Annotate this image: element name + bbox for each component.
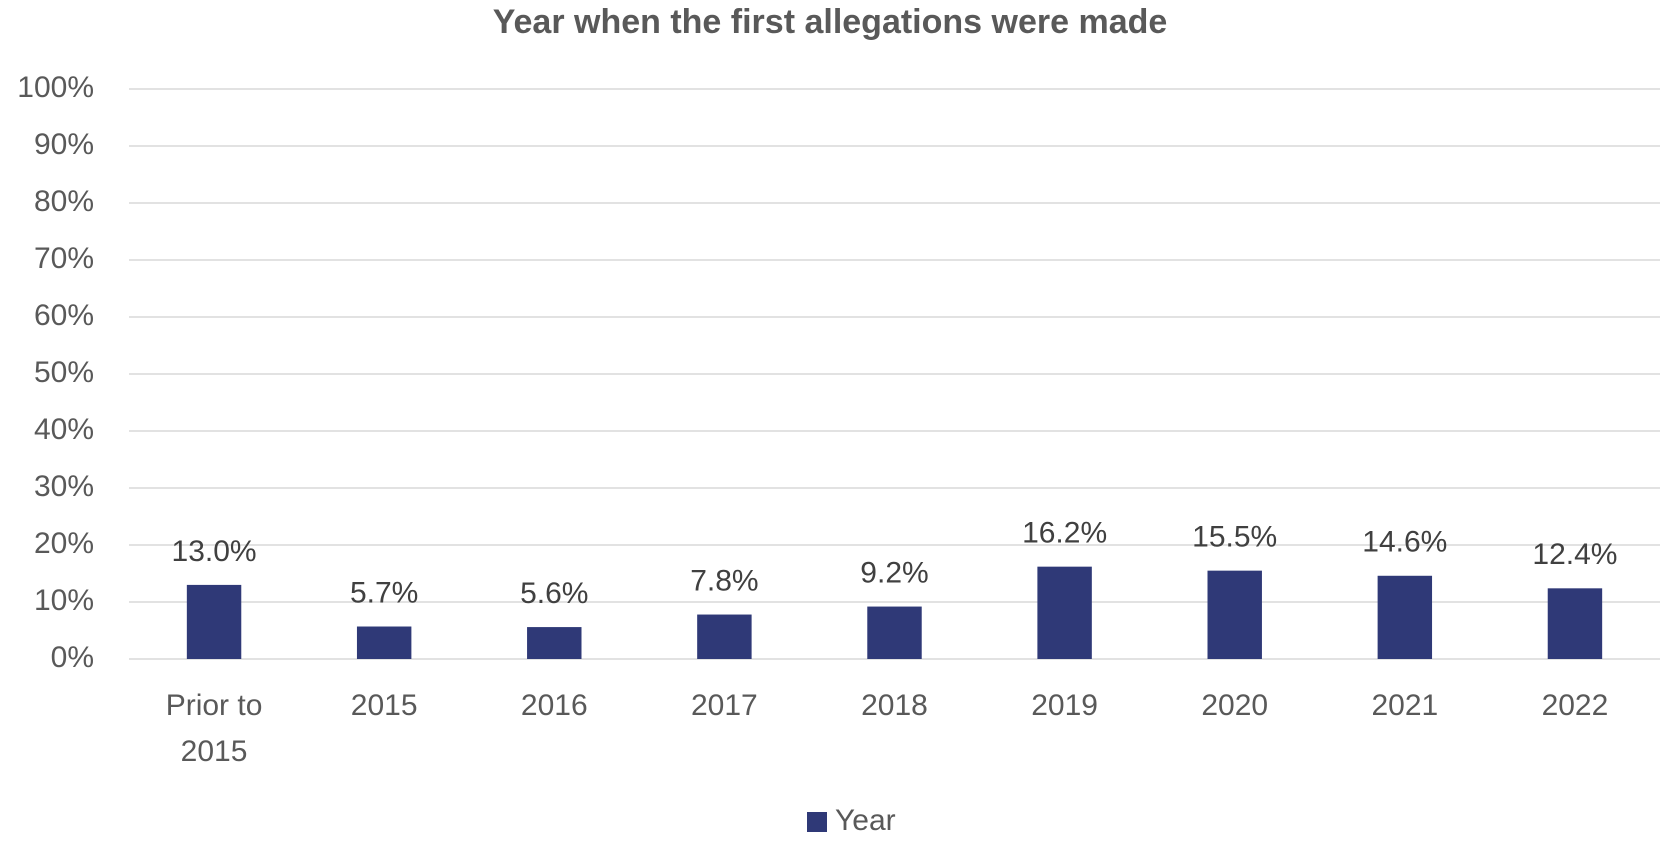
x-tick-label: 2022: [1542, 689, 1609, 722]
data-label: 7.8%: [690, 564, 758, 597]
y-tick-label: 20%: [34, 527, 94, 560]
bar: [1377, 575, 1433, 659]
x-tick-label: 2018: [861, 689, 928, 722]
y-tick-label: 50%: [34, 356, 94, 389]
bar: [1207, 570, 1262, 659]
data-label: 14.6%: [1362, 526, 1447, 559]
data-label: 9.2%: [860, 556, 928, 589]
data-label: 5.7%: [350, 576, 418, 609]
bar: [697, 614, 752, 659]
y-tick-label: 70%: [34, 242, 94, 275]
data-label: 16.2%: [1022, 517, 1107, 550]
bar: [867, 606, 922, 659]
data-label: 13.0%: [172, 535, 257, 568]
data-label: 15.5%: [1192, 521, 1277, 554]
x-tick-label: Prior to 2015: [166, 689, 263, 768]
x-tick-label: 2016: [521, 689, 588, 722]
x-tick-label: 2019: [1031, 689, 1098, 722]
y-tick-label: 60%: [34, 299, 94, 332]
y-tick-label: 0%: [51, 641, 94, 674]
data-label: 5.6%: [520, 577, 588, 610]
data-label: 12.4%: [1532, 538, 1617, 571]
x-tick-label: 2017: [691, 689, 758, 722]
y-tick-label: 10%: [34, 584, 94, 617]
bar: [1037, 566, 1092, 659]
x-tick-label: 2015: [351, 689, 418, 722]
bar: [1547, 588, 1603, 659]
y-tick-label: 90%: [34, 128, 94, 161]
x-tick-label: 2020: [1201, 689, 1268, 722]
legend-swatch: [807, 812, 827, 832]
y-tick-label: 30%: [34, 470, 94, 503]
x-tick-label: 2021: [1371, 689, 1438, 722]
chart-title: Year when the first allegations were mad…: [493, 3, 1168, 41]
legend-label: Year: [835, 804, 896, 837]
bar: [356, 626, 412, 659]
y-tick-label: 100%: [17, 71, 94, 104]
bar: [527, 627, 582, 659]
y-tick-label: 80%: [34, 185, 94, 218]
y-tick-label: 40%: [34, 413, 94, 446]
bar: [186, 584, 242, 659]
